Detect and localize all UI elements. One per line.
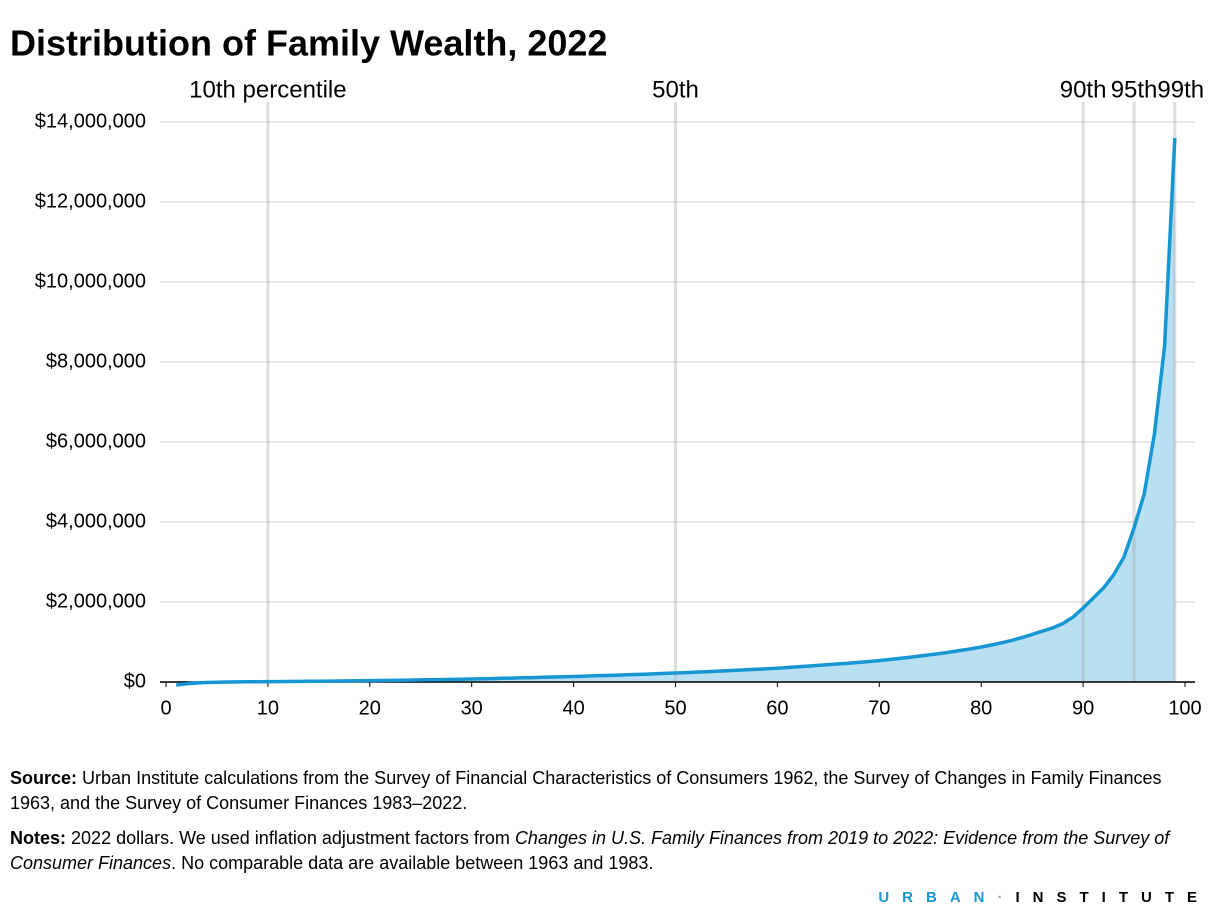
source-text: Urban Institute calculations from the Su… [10,768,1162,813]
x-tick-label: 50 [664,697,686,719]
y-tick-label: $6,000,000 [46,430,146,452]
reference-label: 99th [1157,76,1204,103]
y-tick-label: $0 [124,670,146,692]
reference-label: 10th percentile [189,76,346,103]
x-tick-label: 60 [766,697,788,719]
x-tick-label: 0 [160,697,171,719]
y-tick-label: $14,000,000 [35,110,146,132]
y-tick-label: $12,000,000 [35,190,146,212]
area [176,138,1175,686]
x-tick-label: 30 [461,697,483,719]
logo-institute: INSTITUTE [1015,889,1210,906]
x-tick-label: 90 [1072,697,1094,719]
x-tick-label: 100 [1168,697,1201,719]
x-tick-label: 10 [257,697,279,719]
y-tick-label: $4,000,000 [46,510,146,532]
notes-text: 2022 dollars. We used inflation adjustme… [71,828,510,848]
source: Source: Urban Institute calculations fro… [10,766,1205,816]
chart: Distribution of Family Wealth, 2022 $0 $2… [10,23,1204,720]
x-tick-label: 70 [868,697,890,719]
y-tick-label: $2,000,000 [46,590,146,612]
x-tick-label: 20 [359,697,381,719]
notes-text: . No comparable data are available betwe… [171,853,654,873]
y-tick-label: $10,000,000 [35,270,146,292]
reference-label: 95th [1111,76,1158,103]
x-tick-label: 80 [970,697,992,719]
chart-title: Distribution of Family Wealth, 2022 [10,23,607,64]
logo: URBAN·INSTITUTE [878,889,1210,906]
notes-label: Notes: [10,828,67,848]
notes-italic: Changes in U.S. Family Finances from 201… [10,828,1170,873]
y-tick-label: $8,000,000 [46,350,146,372]
reference-label: 90th [1060,76,1107,103]
source-label: Source: [10,768,78,788]
x-tick-label: 40 [562,697,584,719]
notes: Notes: 2022 dollars. We used inflation a… [10,826,1205,876]
reference-label: 50th [652,76,699,103]
line [175,137,1177,687]
logo-urban: URBAN [878,889,998,906]
